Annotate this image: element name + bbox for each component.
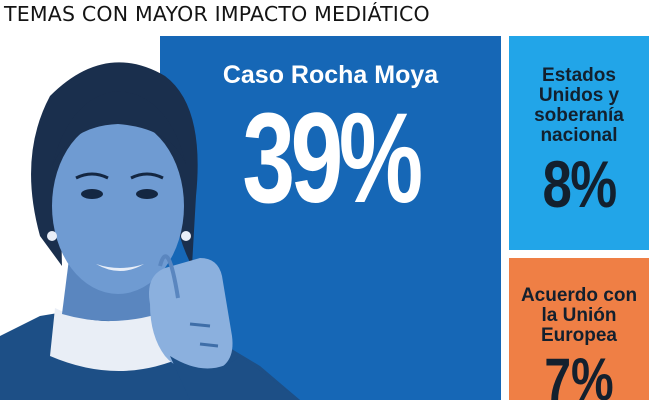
tile-union-europea: Acuerdo con la Unión Europea 7% [509, 258, 649, 400]
tile-label: Estados Unidos y soberanía nacional [534, 65, 624, 147]
tile-label: Acuerdo con la Unión Europea [520, 285, 638, 347]
tile-value: 7% [544, 346, 614, 400]
speaker-photo [0, 62, 300, 400]
tile-estados-unidos: Estados Unidos y soberanía nacional 8% [509, 36, 649, 250]
tile-label: Caso Rocha Moya [222, 61, 439, 89]
tile-value: 8% [542, 146, 617, 221]
tile-value: 39% [242, 86, 423, 230]
chart-title: TEMAS CON MAYOR IMPACTO MEDIÁTICO [4, 2, 430, 26]
